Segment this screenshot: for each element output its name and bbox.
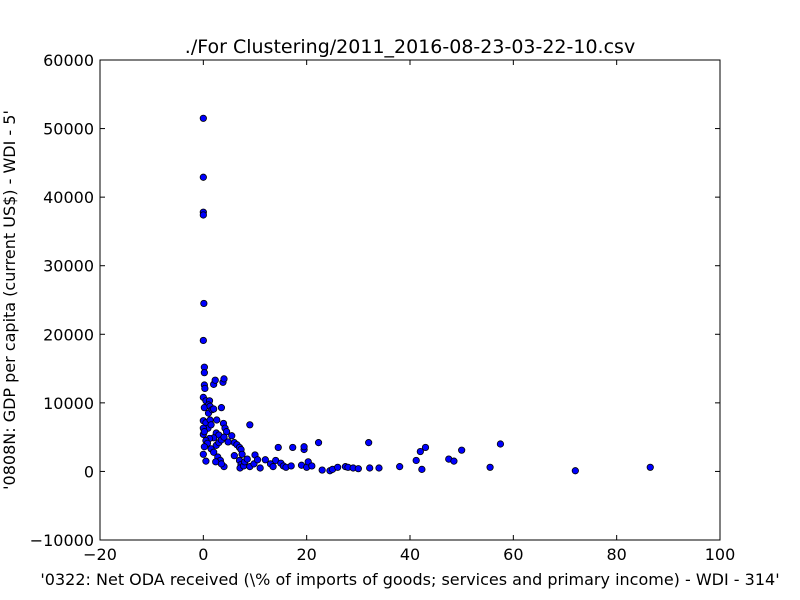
y-axis-label: '0808N: GDP per capita (current US$) - W…	[0, 110, 19, 490]
data-point	[396, 463, 404, 471]
data-point	[269, 463, 277, 471]
data-point	[646, 463, 654, 471]
data-point	[289, 443, 297, 452]
data-point	[308, 462, 316, 470]
data-point	[486, 463, 494, 471]
y-tick-label: 0	[84, 462, 94, 481]
chart-title: ./For Clustering/2011_2016-08-23-03-22-1…	[185, 36, 635, 58]
data-point	[243, 455, 251, 463]
data-point	[200, 443, 208, 451]
data-point	[300, 443, 308, 451]
y-axis-ticks: −10000 0 10000 20000 30000 40000 50000 60000	[30, 51, 720, 550]
data-point	[220, 375, 228, 383]
data-point	[314, 439, 323, 447]
data-point	[199, 211, 207, 219]
data-point	[450, 457, 458, 465]
data-point	[200, 369, 208, 377]
data-point	[200, 299, 208, 308]
data-point	[458, 446, 466, 454]
data-point	[199, 450, 207, 458]
data-point	[416, 447, 424, 456]
data-point	[199, 173, 207, 181]
data-point	[571, 467, 579, 475]
x-tick-label: 60	[503, 545, 523, 564]
data-point	[210, 405, 218, 413]
data-point	[202, 457, 210, 465]
data-point	[207, 421, 215, 429]
y-tick-label: 40000	[43, 188, 94, 207]
data-point	[365, 439, 373, 447]
y-tick-label: 50000	[43, 120, 94, 139]
data-point	[210, 448, 218, 456]
x-tick-label: 0	[198, 545, 208, 564]
x-axis-ticks: −20 0 20 40 60 80 100	[83, 60, 735, 564]
data-point	[211, 376, 219, 384]
data-point	[412, 456, 420, 465]
data-point	[200, 428, 208, 436]
data-point	[230, 452, 238, 460]
data-point	[421, 443, 430, 452]
data-point	[199, 336, 207, 345]
x-tick-label: 80	[606, 545, 626, 564]
data-point	[418, 465, 426, 473]
data-point	[246, 421, 254, 429]
data-point	[256, 464, 264, 472]
data-point	[366, 464, 374, 472]
data-point	[354, 465, 362, 473]
data-point	[220, 433, 228, 441]
data-point	[261, 456, 269, 464]
data-point	[375, 464, 383, 472]
data-point	[287, 462, 295, 470]
data-point	[334, 463, 342, 471]
data-point	[274, 443, 282, 452]
data-point	[217, 460, 226, 468]
data-point	[318, 466, 326, 474]
plot-area	[100, 60, 720, 540]
x-tick-label: 20	[296, 545, 316, 564]
data-point	[201, 384, 209, 393]
x-tick-label: 40	[400, 545, 420, 564]
data-points	[199, 114, 654, 475]
data-point	[496, 440, 505, 448]
data-point	[217, 404, 226, 412]
data-point	[213, 416, 221, 424]
y-tick-label: 60000	[43, 51, 94, 70]
data-point	[224, 438, 232, 446]
data-point	[228, 432, 236, 440]
data-point	[238, 450, 246, 458]
y-tick-label: 30000	[43, 257, 94, 276]
data-point	[253, 456, 262, 464]
x-axis-label: '0322: Net ODA received (\% of imports o…	[40, 570, 779, 589]
y-tick-label: 20000	[43, 325, 94, 344]
x-tick-label: 100	[705, 545, 736, 564]
data-point	[199, 114, 207, 122]
x-tick-label: −20	[83, 545, 117, 564]
y-tick-label: −10000	[30, 531, 94, 550]
y-tick-label: 10000	[43, 394, 94, 413]
